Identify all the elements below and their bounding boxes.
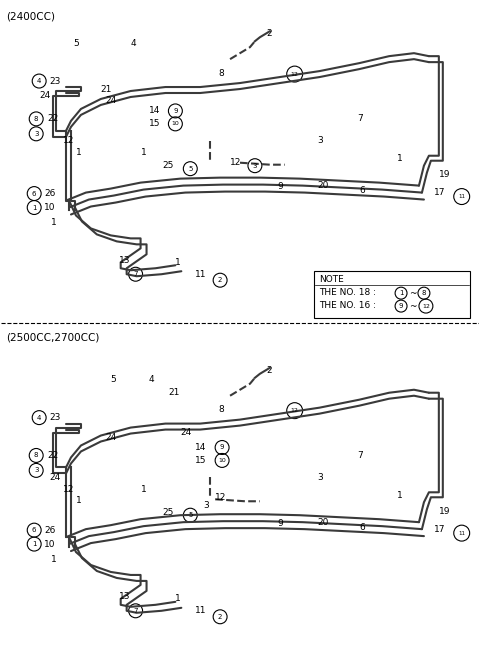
FancyBboxPatch shape: [313, 271, 469, 318]
Text: 1: 1: [399, 290, 403, 296]
Text: 1: 1: [76, 496, 82, 504]
Text: 24: 24: [49, 473, 60, 482]
Text: 19: 19: [439, 170, 450, 179]
Text: 20: 20: [318, 181, 329, 190]
Text: 8: 8: [218, 69, 224, 77]
Text: 17: 17: [434, 188, 445, 197]
Text: NOTE: NOTE: [320, 276, 344, 284]
Text: 7: 7: [133, 608, 138, 614]
Text: THE NO. 16 :: THE NO. 16 :: [320, 301, 376, 310]
Text: ~: ~: [409, 289, 417, 298]
Text: 12: 12: [291, 408, 299, 413]
Text: 11: 11: [195, 606, 207, 615]
Text: 15: 15: [195, 456, 207, 465]
Text: 12: 12: [230, 158, 241, 167]
Text: 3: 3: [318, 473, 324, 482]
Text: 5: 5: [188, 166, 192, 172]
Text: 6: 6: [32, 191, 36, 197]
Text: 2: 2: [218, 277, 222, 283]
Text: 14: 14: [195, 443, 206, 452]
Text: 20: 20: [318, 518, 329, 527]
Text: 22: 22: [47, 451, 59, 460]
Text: 6: 6: [360, 186, 365, 195]
Text: 24: 24: [180, 428, 192, 437]
Text: 9: 9: [278, 182, 284, 191]
Text: 1: 1: [397, 154, 403, 163]
Text: 24: 24: [39, 91, 50, 100]
Text: ~: ~: [409, 302, 417, 310]
Text: 14: 14: [148, 106, 160, 115]
Text: 1: 1: [141, 148, 146, 157]
Text: 23: 23: [49, 77, 60, 85]
Text: 3: 3: [34, 131, 38, 137]
Text: 12: 12: [215, 493, 227, 502]
Text: 23: 23: [49, 413, 60, 422]
Text: 2: 2: [267, 30, 273, 38]
Text: 13: 13: [119, 256, 130, 265]
Text: 9: 9: [173, 108, 178, 114]
Text: 10: 10: [171, 121, 179, 127]
Text: 25: 25: [162, 161, 174, 170]
Text: 1: 1: [175, 594, 181, 604]
Text: 21: 21: [101, 85, 112, 94]
Text: 9: 9: [278, 519, 284, 527]
Text: 11: 11: [458, 194, 465, 199]
Text: 12: 12: [63, 485, 74, 494]
Text: 21: 21: [168, 388, 180, 398]
Text: 19: 19: [439, 506, 450, 516]
Text: 2: 2: [218, 614, 222, 620]
Text: 24: 24: [106, 96, 117, 106]
Text: 6: 6: [360, 523, 365, 531]
Text: 3: 3: [252, 163, 257, 169]
Text: 10: 10: [44, 540, 56, 548]
Text: 10: 10: [218, 458, 226, 463]
Text: 4: 4: [148, 375, 154, 384]
Text: 8: 8: [34, 453, 38, 459]
Text: 1: 1: [141, 485, 146, 494]
Text: 7: 7: [357, 114, 363, 123]
Text: 5: 5: [111, 375, 117, 384]
Text: (2400CC): (2400CC): [6, 11, 55, 22]
Text: 9: 9: [220, 445, 224, 451]
Text: 5: 5: [73, 39, 79, 48]
Text: 8: 8: [421, 290, 426, 296]
Text: 3: 3: [318, 136, 324, 145]
Text: 3: 3: [203, 501, 209, 510]
Text: 25: 25: [162, 508, 174, 517]
Text: 26: 26: [44, 525, 56, 535]
Text: 5: 5: [188, 512, 192, 518]
Text: 1: 1: [175, 258, 181, 267]
Text: 3: 3: [34, 467, 38, 474]
Text: 2: 2: [267, 366, 273, 375]
Text: 8: 8: [34, 116, 38, 122]
Text: 13: 13: [119, 592, 130, 602]
Text: 1: 1: [32, 205, 36, 211]
Text: 1: 1: [51, 218, 57, 227]
Text: 12: 12: [63, 136, 74, 145]
Text: 7: 7: [133, 271, 138, 277]
Text: 7: 7: [357, 451, 363, 460]
Text: 15: 15: [148, 119, 160, 129]
Text: 1: 1: [397, 491, 403, 500]
Text: 4: 4: [37, 415, 41, 420]
Text: 1: 1: [76, 148, 82, 157]
Text: 9: 9: [399, 303, 403, 309]
Text: 22: 22: [47, 114, 59, 123]
Text: 24: 24: [106, 433, 117, 442]
Text: 26: 26: [44, 189, 56, 198]
Text: 4: 4: [37, 78, 41, 84]
Text: 10: 10: [44, 203, 56, 212]
Text: 1: 1: [32, 541, 36, 547]
Text: 11: 11: [458, 531, 465, 536]
Text: 6: 6: [32, 527, 36, 533]
Text: 17: 17: [434, 525, 445, 533]
Text: (2500CC,2700CC): (2500CC,2700CC): [6, 333, 100, 343]
Text: 8: 8: [218, 405, 224, 414]
Text: THE NO. 18 :: THE NO. 18 :: [320, 288, 376, 297]
Text: 11: 11: [195, 270, 207, 279]
Text: 12: 12: [291, 72, 299, 77]
Text: 12: 12: [422, 304, 430, 308]
Text: 4: 4: [131, 39, 136, 48]
Text: 1: 1: [51, 554, 57, 564]
